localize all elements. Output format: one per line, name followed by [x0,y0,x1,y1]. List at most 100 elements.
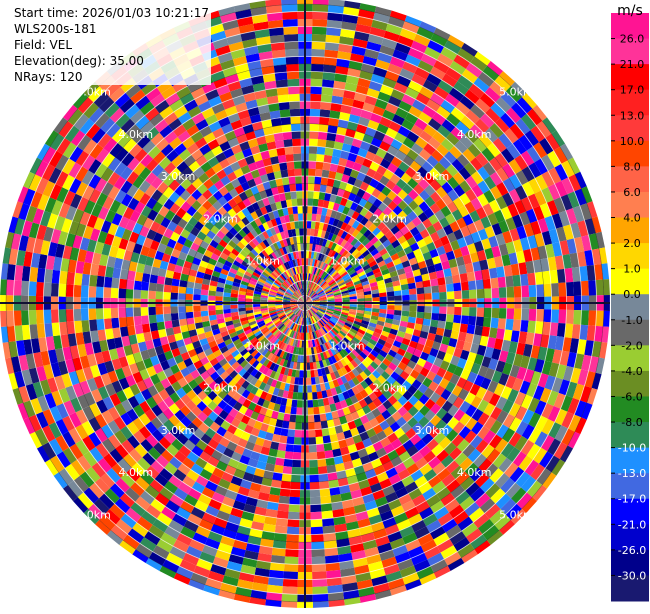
range-ring-label: 3.0km [415,424,450,437]
velocity-gate [238,298,246,302]
velocity-gate [178,312,186,319]
velocity-gate [447,307,455,315]
velocity-gate [283,571,298,579]
velocity-gate [300,363,304,371]
velocity-gate [521,285,529,297]
velocity-gate [312,579,327,587]
velocity-gate [543,309,551,322]
velocity-gate [292,467,301,475]
velocity-gate [51,309,59,322]
velocity-gate [200,306,208,312]
velocity-colorbar: m/s26.021.017.013.010.08.06.04.02.01.00.… [610,0,650,610]
velocity-gate [291,199,297,207]
velocity-gate [312,556,326,564]
velocity-gate [126,280,134,290]
velocity-gate [178,306,186,313]
velocity-gate [288,512,300,520]
velocity-gate [6,311,14,327]
velocity-gate [289,414,296,422]
velocity-gate [88,286,96,298]
velocity-gate [134,316,142,326]
velocity-gate [317,147,326,155]
velocity-gate [185,306,193,312]
velocity-gate [431,285,439,293]
velocity-gate [307,206,312,214]
velocity-gate [111,288,119,298]
velocity-gate [284,564,298,572]
velocity-gate [314,184,321,192]
velocity-gate [321,177,329,185]
velocity-gate [309,467,318,475]
velocity-gate [596,311,604,327]
velocity-gate [453,315,461,324]
velocity-gate [310,489,320,497]
velocity-gate [43,310,51,324]
velocity-gate [163,307,171,315]
velocity-gate [292,392,298,400]
velocity-gate [310,497,321,505]
velocity-gate [438,314,446,322]
velocity-gate [300,355,303,363]
velocity-gate [313,191,319,199]
velocity-gate [299,370,303,378]
range-ring-label: 1.0km [330,255,365,268]
velocity-gate [290,482,300,490]
velocity-gate [286,56,299,64]
velocity-gate [311,56,324,64]
velocity-gate [483,279,491,289]
velocity-gate [439,292,447,300]
velocity-gate [288,422,295,430]
velocity-gate [439,307,447,315]
velocity-gate [0,279,7,295]
velocity-gate [416,287,424,294]
velocity-gate [461,315,469,324]
range-ring-label: 5.0km [76,508,111,521]
velocity-gate [394,305,402,310]
velocity-gate [111,308,119,318]
velocity-gate [312,41,326,49]
velocity-gate [282,12,297,20]
velocity-gate [454,291,462,299]
velocity-gate [245,298,253,301]
velocity-gate [308,400,314,408]
velocity-gate [283,132,293,140]
velocity-gate [573,281,581,296]
velocity-gate [424,312,432,319]
velocity-gate [141,307,149,316]
velocity-gate [292,139,301,147]
velocity-gate [313,594,329,602]
velocity-gate [81,309,89,321]
velocity-gate [289,497,300,505]
velocity-gate [73,309,81,321]
velocity-gate [551,283,559,296]
velocity-gate [286,436,294,444]
velocity-gate [409,294,417,300]
velocity-gate [306,243,309,251]
velocity-gate [51,283,59,296]
velocity-gate [171,285,179,293]
velocity-gate [126,289,134,299]
velocity-gate [318,466,328,474]
velocity-gate [394,310,402,316]
velocity-gate [380,297,388,301]
velocity-gate [126,308,134,318]
velocity-gate [297,198,303,206]
velocity-gate [484,288,492,298]
velocity-gate [357,304,365,307]
velocity-gate [290,407,296,415]
velocity-gate [469,307,477,316]
velocity-gate [310,124,320,132]
velocity-gate [307,392,312,400]
velocity-gate [103,308,111,319]
velocity-gate [432,292,440,299]
velocity-gate [307,221,311,229]
velocity-gate [402,295,410,301]
velocity-gate [58,284,66,297]
velocity-gate [521,309,529,321]
velocity-gate [163,292,171,300]
velocity-gate [311,64,324,72]
velocity-gate [309,437,317,445]
velocity-gate [372,297,380,301]
velocity-gate [596,280,604,296]
